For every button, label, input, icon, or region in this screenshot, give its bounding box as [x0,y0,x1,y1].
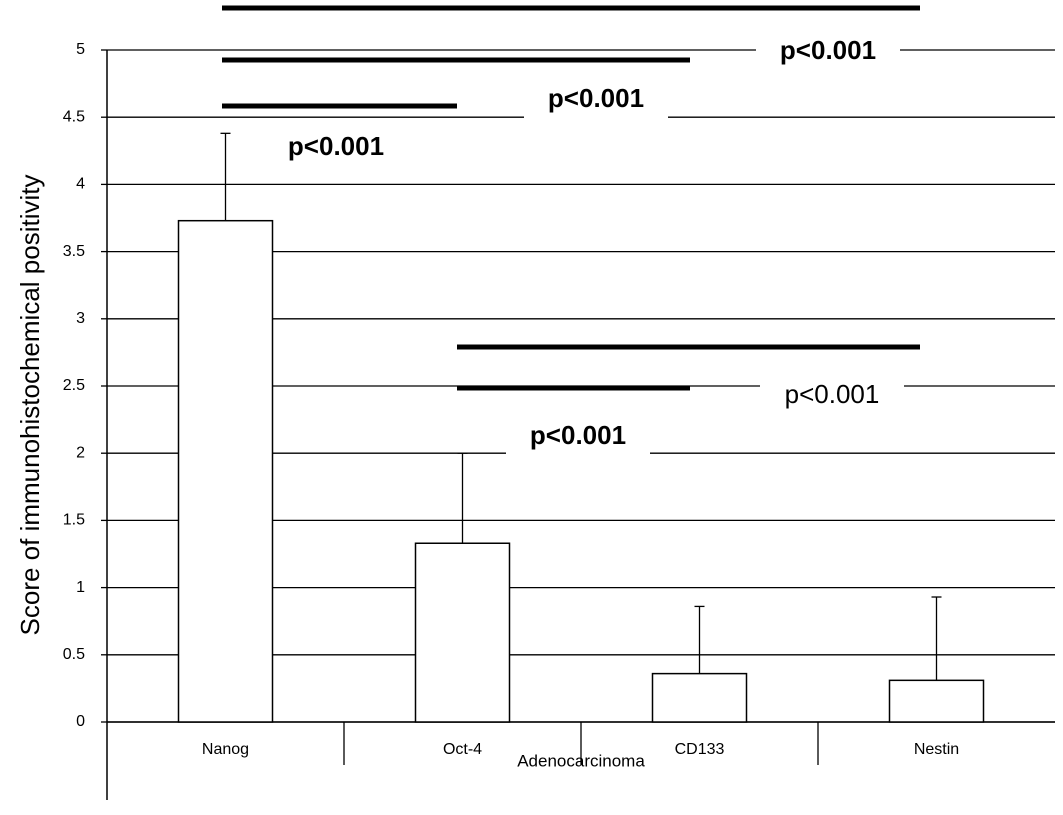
x-tick-label: Nanog [202,741,249,758]
y-tick-label: 4.5 [63,108,85,125]
x-tick-label: Nestin [914,741,959,758]
y-tick-label: 2 [76,444,85,461]
y-axis-label: Score of immunohistochemical positivity [15,175,45,636]
bar [888,679,985,723]
p-value-label: p<0.001 [548,83,644,113]
y-tick-label: 1 [76,579,85,596]
bar [651,672,748,723]
label-background [756,34,900,70]
x-tick-label: CD133 [675,741,725,758]
y-tick-label: 3.5 [63,243,85,260]
bar [414,542,511,723]
label-background [760,378,904,414]
y-tick-label: 2.5 [63,377,85,394]
y-tick-label: 3 [76,310,85,327]
label-background [506,419,650,455]
p-value-label: p<0.001 [530,420,626,450]
p-value-label: p<0.001 [780,35,876,65]
bar [177,219,274,723]
y-tick-label: 1.5 [63,512,85,529]
y-tick-label: 5 [76,41,85,58]
y-tick-label: 0 [76,713,85,730]
p-value-label: p<0.001 [785,379,880,409]
label-background [264,130,408,166]
y-tick-label: 4 [76,176,85,193]
x-tick-label: Oct-4 [443,741,482,758]
p-value-label: p<0.001 [288,131,384,161]
label-background [524,82,668,118]
y-tick-label: 0.5 [63,646,85,663]
